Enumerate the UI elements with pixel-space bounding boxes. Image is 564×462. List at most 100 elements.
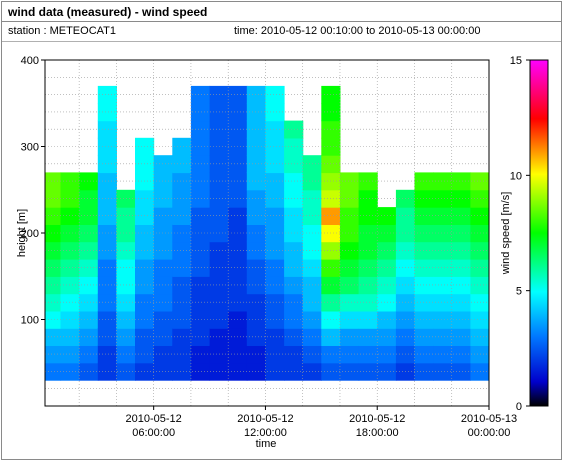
heatmap-cell bbox=[470, 345, 489, 364]
heatmap-cell bbox=[451, 293, 471, 312]
heatmap-cell bbox=[321, 362, 341, 381]
heatmap-cell bbox=[395, 189, 416, 208]
heatmap-cell bbox=[358, 172, 378, 191]
heatmap-cell bbox=[45, 172, 62, 191]
heatmap-cell bbox=[172, 259, 192, 277]
heatmap-cell bbox=[172, 172, 192, 191]
heatmap-cell bbox=[340, 189, 360, 208]
heatmap-cell bbox=[116, 310, 136, 329]
heatmap-cell bbox=[45, 241, 62, 260]
heatmap-cell bbox=[265, 362, 285, 381]
heatmap-cell bbox=[45, 328, 62, 346]
heatmap-cell bbox=[414, 293, 434, 312]
heatmap-cell bbox=[209, 120, 229, 139]
heatmap-cell bbox=[45, 293, 62, 312]
heatmap-cell bbox=[265, 293, 285, 312]
station-label: station : METEOCAT1 bbox=[8, 25, 116, 37]
heatmap-cell bbox=[340, 310, 360, 329]
heatmap-cell bbox=[395, 259, 416, 277]
heatmap-cell bbox=[135, 362, 155, 381]
heatmap-cell bbox=[153, 224, 173, 243]
heatmap-cell bbox=[60, 207, 80, 225]
heatmap-cell bbox=[265, 120, 285, 139]
heatmap-cell bbox=[190, 362, 211, 381]
heatmap-cell bbox=[45, 224, 62, 243]
heatmap-cell bbox=[284, 276, 304, 295]
heatmap-cell bbox=[172, 207, 192, 225]
heatmap-cell bbox=[340, 362, 360, 381]
heatmap-cell bbox=[190, 310, 211, 329]
heatmap-cell bbox=[209, 155, 229, 174]
heatmap-cell bbox=[470, 293, 489, 312]
y-tick-label: 300 bbox=[21, 142, 39, 154]
heatmap-cell bbox=[228, 241, 248, 260]
heatmap-cell bbox=[190, 293, 211, 312]
heatmap-cell bbox=[451, 259, 471, 277]
heatmap-cell bbox=[377, 310, 397, 329]
heatmap-cell bbox=[414, 224, 434, 243]
heatmap-cell bbox=[172, 345, 192, 364]
heatmap-cell bbox=[433, 362, 453, 381]
heatmap-cell bbox=[97, 103, 117, 122]
heatmap-cell bbox=[60, 189, 80, 208]
heatmap-cell bbox=[265, 241, 285, 260]
heatmap-cell bbox=[284, 120, 304, 139]
heatmap-cell bbox=[190, 137, 211, 156]
grid-lines bbox=[45, 60, 489, 406]
heatmap-cell bbox=[302, 259, 322, 277]
heatmap-cell bbox=[116, 293, 136, 312]
heatmap-cell bbox=[395, 310, 416, 329]
heatmap-cell bbox=[116, 189, 136, 208]
x-tick-label-date: 2010-05-12 bbox=[237, 413, 293, 425]
info-bar: station : METEOCAT1 time: 2010-05-12 00:… bbox=[2, 22, 561, 42]
heatmap-cell bbox=[153, 172, 173, 191]
heatmap-cell bbox=[340, 207, 360, 225]
heatmap-cell bbox=[97, 120, 117, 139]
colorbar-tick-label: 0 bbox=[516, 401, 522, 413]
heatmap-cell bbox=[451, 345, 471, 364]
heatmap-cell bbox=[265, 310, 285, 329]
heatmap-cell bbox=[470, 259, 489, 277]
heatmap-cell bbox=[246, 189, 266, 208]
heatmap-cell bbox=[451, 328, 471, 346]
heatmap-cell bbox=[172, 362, 192, 381]
x-axis-label: time bbox=[256, 438, 277, 450]
heatmap-cell bbox=[340, 328, 360, 346]
heatmap-cell bbox=[451, 241, 471, 260]
y-tick-label: 100 bbox=[21, 315, 39, 327]
heatmap-cell bbox=[433, 345, 453, 364]
heatmap-cell bbox=[246, 85, 266, 104]
heatmap-cell bbox=[414, 172, 434, 191]
heatmap-cell bbox=[433, 207, 453, 225]
heatmap-cell bbox=[284, 293, 304, 312]
heatmap-cell bbox=[172, 310, 192, 329]
heatmap-cell bbox=[265, 172, 285, 191]
heatmap-cell bbox=[377, 293, 397, 312]
heatmap-cell bbox=[433, 328, 453, 346]
colorbar-ticks: 0 5 10 15 bbox=[510, 55, 530, 413]
heatmap-cell bbox=[321, 189, 341, 208]
heatmap-cell bbox=[172, 224, 192, 243]
heatmap-cell bbox=[79, 293, 99, 312]
heatmap-cell bbox=[209, 362, 229, 381]
heatmap-cell bbox=[433, 310, 453, 329]
heatmap-cell bbox=[414, 345, 434, 364]
heatmap-cell bbox=[79, 328, 99, 346]
heatmap-cell bbox=[302, 207, 322, 225]
heatmap-cell bbox=[433, 241, 453, 260]
heatmap-cell bbox=[79, 224, 99, 243]
heatmap-cell bbox=[153, 345, 173, 364]
heatmap-cell bbox=[190, 345, 211, 364]
heatmap-cell bbox=[190, 85, 211, 104]
heatmap-cell bbox=[190, 103, 211, 122]
heatmap-cell bbox=[190, 155, 211, 174]
heatmap-cell bbox=[153, 259, 173, 277]
heatmap-cell bbox=[228, 207, 248, 225]
heatmap-cell bbox=[395, 207, 416, 225]
heatmap-cell bbox=[60, 259, 80, 277]
heatmap-cell bbox=[246, 172, 266, 191]
heatmap-cell bbox=[190, 276, 211, 295]
heatmap-cell bbox=[60, 172, 80, 191]
heatmap-cell bbox=[97, 276, 117, 295]
heatmap-cell bbox=[433, 259, 453, 277]
